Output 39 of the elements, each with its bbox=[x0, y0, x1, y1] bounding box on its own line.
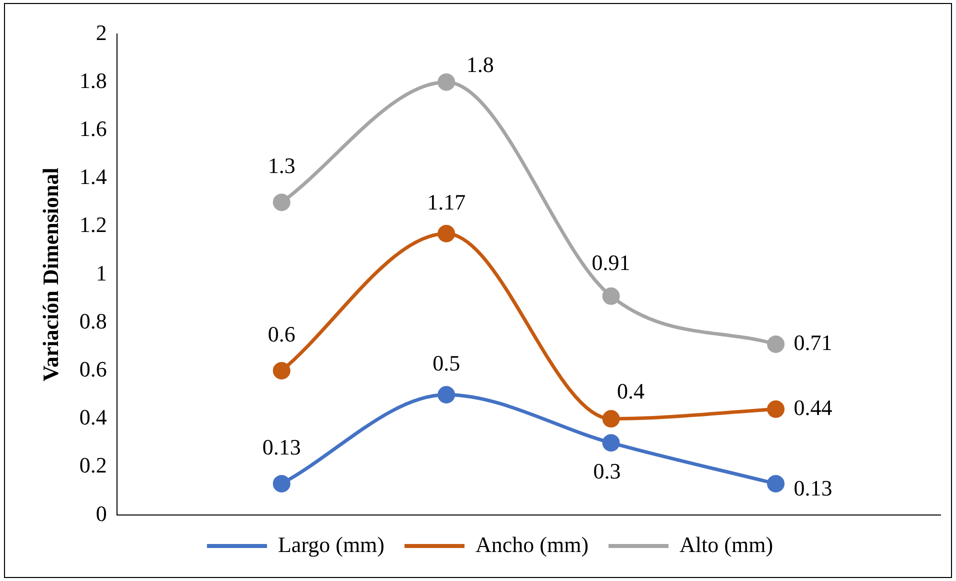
data-label: 1.3 bbox=[268, 153, 296, 178]
point bbox=[438, 224, 456, 242]
point bbox=[767, 474, 785, 492]
y-tick-label: 2 bbox=[96, 20, 107, 45]
point bbox=[272, 194, 290, 212]
legend-label: Ancho (mm) bbox=[475, 532, 589, 557]
y-tick-label: 1.8 bbox=[79, 68, 107, 93]
y-tick-label: 0.8 bbox=[79, 308, 107, 334]
y-tick-label: 1.2 bbox=[79, 212, 107, 238]
data-label: 1.17 bbox=[427, 189, 466, 214]
y-tick-label: 1.6 bbox=[79, 116, 107, 141]
point bbox=[272, 362, 290, 380]
data-label: 0.13 bbox=[794, 476, 832, 501]
data-label: 0.44 bbox=[794, 394, 832, 420]
data-label: 0.3 bbox=[593, 458, 621, 484]
data-label: 0.4 bbox=[617, 378, 645, 404]
legend-label: Alto (mm) bbox=[680, 532, 774, 557]
y-tick-label: 0.6 bbox=[79, 356, 107, 382]
data-label: 0.71 bbox=[794, 330, 832, 356]
data-label: 1.8 bbox=[466, 52, 494, 77]
data-label: 0.5 bbox=[432, 350, 460, 376]
point bbox=[272, 474, 290, 492]
y-tick-label: 1 bbox=[96, 260, 107, 286]
data-label: 0.13 bbox=[262, 434, 301, 460]
point bbox=[602, 410, 620, 428]
point bbox=[767, 335, 785, 353]
legend-label: Largo (mm) bbox=[278, 532, 384, 557]
point bbox=[438, 386, 456, 404]
y-tick-label: 0.4 bbox=[79, 404, 107, 430]
y-tick-label: 0.2 bbox=[79, 452, 107, 478]
data-label: 0.6 bbox=[268, 321, 296, 346]
point bbox=[602, 287, 620, 305]
point bbox=[767, 400, 785, 418]
data-label: 0.91 bbox=[592, 250, 630, 275]
y-axis-title: Variación Dimensional bbox=[38, 168, 63, 382]
y-tick-label: 0 bbox=[96, 500, 107, 526]
point bbox=[602, 434, 620, 452]
y-tick-label: 1.4 bbox=[79, 164, 107, 190]
point bbox=[438, 73, 456, 91]
